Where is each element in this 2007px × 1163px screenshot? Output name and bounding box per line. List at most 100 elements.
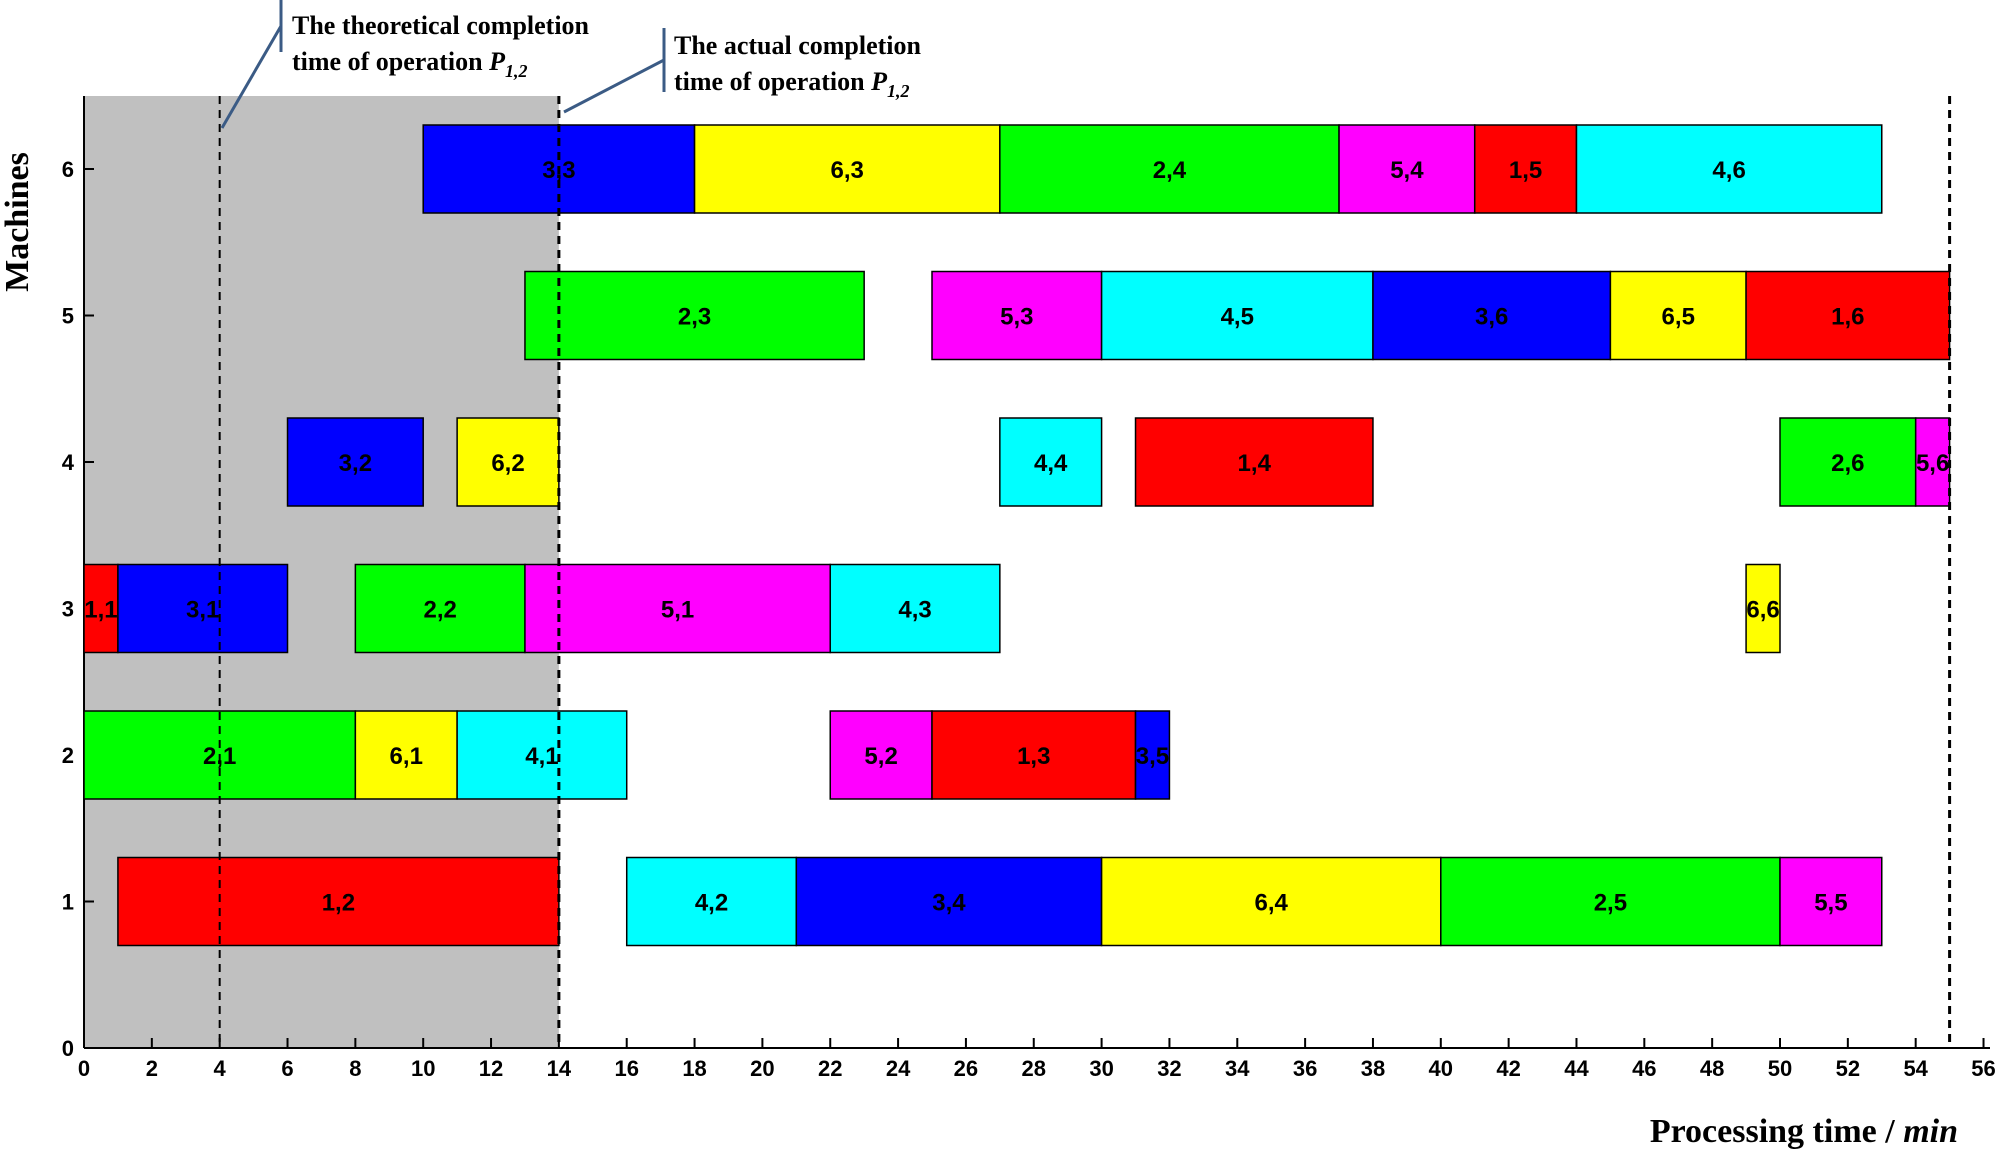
x-tick-label: 56 — [1971, 1056, 1995, 1081]
y-tick-label: 4 — [62, 450, 75, 475]
operation-bar — [1745, 270, 1951, 361]
x-tick-label: 38 — [1361, 1056, 1385, 1081]
operation-label: 5,5 — [1814, 890, 1847, 917]
x-tick-label: 44 — [1564, 1056, 1589, 1081]
operation-bar — [795, 856, 1103, 947]
operation-bar — [1100, 270, 1374, 361]
operation-bar — [1134, 710, 1171, 800]
x-tick-label: 18 — [682, 1056, 706, 1081]
operation-label: 5,1 — [661, 597, 694, 624]
operation-bar — [456, 417, 560, 507]
x-tick-label: 4 — [214, 1056, 227, 1081]
x-tick-label: 36 — [1293, 1056, 1317, 1081]
operation-bar — [625, 856, 798, 947]
x-tick-label: 54 — [1903, 1056, 1928, 1081]
operation-bar — [117, 856, 560, 947]
operation-bar — [456, 710, 628, 800]
operation-label: 3,1 — [186, 597, 219, 624]
x-tick-label: 46 — [1632, 1056, 1656, 1081]
operation-label: 5,6 — [1916, 450, 1949, 477]
annotation-leader — [220, 25, 283, 129]
operation-bar — [1779, 856, 1883, 947]
annotation-line-1: The actual completion — [674, 31, 922, 60]
x-tick-label: 24 — [886, 1056, 911, 1081]
operation-label: 5,4 — [1390, 157, 1424, 184]
operation-bar — [1745, 563, 1781, 654]
x-tick-label: 28 — [1022, 1056, 1046, 1081]
y-tick-label: 5 — [62, 304, 74, 329]
annotation-leader — [563, 58, 665, 114]
x-tick-label: 16 — [614, 1056, 638, 1081]
annotation-line-1: The theoretical completion — [292, 11, 590, 40]
operation-bar — [524, 270, 865, 361]
x-tick-label: 48 — [1700, 1056, 1724, 1081]
x-tick-label: 30 — [1089, 1056, 1113, 1081]
operation-bar — [829, 563, 1001, 654]
operation-label: 4,1 — [525, 743, 558, 770]
annotation-line-2: time of operation P1,2 — [674, 67, 910, 101]
operation-label: 4,4 — [1034, 450, 1068, 477]
x-tick-label: 6 — [281, 1056, 293, 1081]
operation-label: 5,3 — [1000, 304, 1033, 331]
operation-bar — [524, 563, 831, 654]
operation-bar — [693, 124, 1001, 214]
operation-label: 3,5 — [1136, 743, 1169, 770]
x-tick-label: 26 — [954, 1056, 978, 1081]
x-tick-label: 2 — [146, 1056, 158, 1081]
operation-label: 1,2 — [322, 890, 355, 917]
operation-bar — [999, 417, 1103, 507]
x-tick-label: 40 — [1429, 1056, 1453, 1081]
x-tick-label: 42 — [1496, 1056, 1520, 1081]
operation-label: 6,2 — [491, 450, 524, 477]
operation-label: 3,6 — [1475, 304, 1508, 331]
operation-label: 1,1 — [84, 597, 117, 624]
operation-bar — [83, 563, 119, 654]
operation-label: 4,2 — [695, 890, 728, 917]
operation-bar — [931, 270, 1103, 361]
x-tick-label: 12 — [479, 1056, 503, 1081]
y-tick-label: 3 — [62, 597, 74, 622]
x-axis-title: Processing time / min — [1650, 1113, 1958, 1150]
operation-label: 2,4 — [1153, 157, 1187, 184]
x-tick-label: 14 — [547, 1056, 572, 1081]
operation-bar — [354, 710, 458, 800]
x-tick-label: 0 — [78, 1056, 90, 1081]
operation-label: 1,3 — [1017, 743, 1050, 770]
operation-bar — [829, 710, 933, 800]
x-tick-label: 52 — [1836, 1056, 1860, 1081]
x-tick-label: 20 — [750, 1056, 774, 1081]
operation-bar — [1440, 856, 1781, 947]
operation-bar — [1779, 417, 1917, 507]
operation-label: 4,6 — [1712, 157, 1745, 184]
operation-label: 3,2 — [339, 450, 372, 477]
x-tick-label: 34 — [1225, 1056, 1250, 1081]
operation-label: 6,5 — [1662, 304, 1695, 331]
operation-bar — [999, 124, 1340, 214]
operation-bar — [354, 563, 526, 654]
operation-label: 1,5 — [1509, 157, 1542, 184]
operation-label: 4,5 — [1221, 304, 1254, 331]
y-tick-label: 2 — [62, 743, 74, 768]
y-tick-label: 1 — [62, 890, 74, 915]
operation-bar — [1473, 124, 1578, 214]
x-tick-label: 8 — [349, 1056, 361, 1081]
operation-label: 2,3 — [678, 304, 711, 331]
y-axis-title: Machines — [0, 152, 36, 292]
operation-bar — [1338, 124, 1476, 214]
operation-label: 2,6 — [1831, 450, 1864, 477]
operation-bar — [1609, 270, 1747, 361]
x-tick-label: 50 — [1768, 1056, 1792, 1081]
operation-label: 1,4 — [1238, 450, 1272, 477]
operation-label: 1,6 — [1831, 304, 1864, 331]
operation-label: 6,3 — [831, 157, 864, 184]
operation-label: 6,6 — [1746, 597, 1779, 624]
annotation-line-2: time of operation P1,2 — [292, 47, 528, 81]
x-tick-label: 22 — [818, 1056, 842, 1081]
operation-label: 2,2 — [423, 597, 456, 624]
operation-label: 2,5 — [1594, 890, 1627, 917]
operation-bar — [1100, 856, 1442, 947]
operation-bar — [931, 710, 1137, 800]
operation-bar — [117, 563, 289, 654]
